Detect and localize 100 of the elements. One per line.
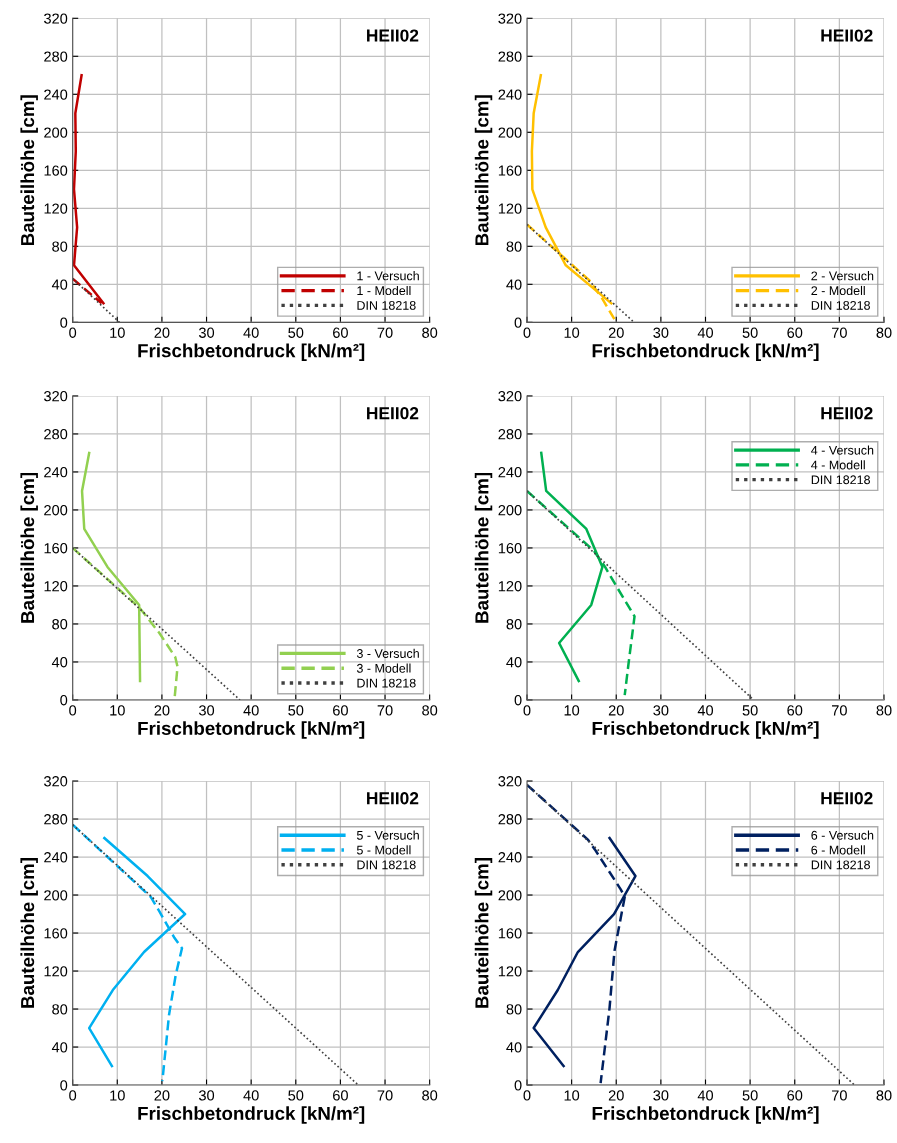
chart-title: HEII02 [821,792,873,805]
x-tick-label: 60 [787,327,803,338]
y-tick-label: 280 [498,429,522,440]
y-tick-label: 240 [44,852,68,863]
x-tick-label: 20 [608,327,624,338]
y-tick-label: 320 [44,776,68,787]
x-tick-label: 80 [422,705,438,716]
y-tick-label: 200 [44,505,68,516]
x-tick-label: 40 [243,327,259,338]
chart-title: HEII02 [367,792,419,805]
y-tick-label: 200 [44,890,68,901]
y-axis-title: Bauteilhöhe [cm] [474,858,493,1008]
y-tick-label: 80 [52,1004,68,1015]
y-tick-label: 320 [44,13,68,24]
x-tick-label: 70 [377,705,393,716]
y-tick-label: 0 [60,317,68,328]
x-tick-label: 50 [742,1090,758,1101]
y-axis-title: Bauteilhöhe [cm] [20,472,38,623]
y-axis-title: Bauteilhöhe [cm] [474,95,493,246]
y-tick-label: 280 [44,429,68,440]
y-tick-label: 40 [51,1042,68,1053]
legend-label: 6 - Versuch [811,830,874,840]
y-tick-label: 40 [506,657,522,668]
legend-label: DIN 18218 [357,860,416,870]
y-tick-label: 160 [498,543,522,554]
x-axis-title: Frischbetondruck [kN/m²] [592,1106,819,1124]
x-tick-label: 20 [154,705,170,716]
legend-label: 5 - Versuch [356,830,419,840]
y-tick-label: 240 [498,467,522,478]
x-tick-label: 0 [69,705,77,716]
y-tick-label: 160 [44,928,68,939]
x-tick-label: 10 [110,705,125,716]
x-tick-label: 50 [288,705,304,716]
y-tick-label: 80 [52,241,68,252]
y-tick-label: 40 [506,1042,522,1053]
x-tick-label: 30 [198,1090,215,1101]
x-tick-label: 30 [653,1090,669,1101]
x-tick-label: 60 [333,705,348,716]
y-tick-label: 240 [498,852,522,863]
y-tick-label: 120 [44,203,68,214]
x-tick-label: 10 [110,1090,125,1101]
chart-title: HEII02 [367,29,419,42]
y-tick-label: 120 [44,581,68,592]
x-tick-label: 0 [523,705,531,716]
y-tick-label: 320 [498,776,522,787]
x-tick-label: 50 [288,327,304,338]
x-tick-label: 50 [742,327,758,338]
y-tick-label: 200 [44,127,68,138]
x-tick-label: 60 [787,1090,803,1101]
y-tick-label: 240 [44,89,68,100]
chart-title: HEII02 [821,29,873,42]
y-tick-label: 120 [498,966,522,977]
legend-label: 4 - Versuch [811,445,874,455]
x-tick-label: 80 [876,705,892,716]
y-tick-label: 280 [498,51,522,62]
x-tick-label: 0 [69,1090,77,1101]
x-tick-label: 60 [333,1090,348,1101]
y-tick-label: 120 [44,966,68,977]
y-tick-label: 0 [60,695,68,706]
x-tick-label: 30 [198,705,215,716]
x-tick-label: 0 [523,1090,531,1101]
x-tick-label: 40 [243,1090,259,1101]
y-tick-label: 240 [44,467,68,478]
legend-label: 1 - Modell [357,285,411,296]
y-tick-label: 0 [514,695,522,706]
y-tick-label: 280 [44,814,68,825]
y-tick-label: 160 [498,928,522,939]
x-tick-label: 80 [876,1090,892,1101]
x-tick-label: 40 [243,705,259,716]
y-tick-label: 160 [44,543,68,554]
x-tick-label: 70 [832,705,847,716]
x-tick-label: 70 [832,1090,847,1101]
x-axis-title: Frischbetondruck [kN/m²] [138,1106,365,1124]
x-tick-label: 50 [288,1090,304,1101]
x-tick-label: 10 [564,327,580,338]
x-tick-label: 60 [787,705,803,716]
legend-label: 2 - Versuch [811,271,874,281]
line-series [72,823,184,1083]
x-tick-label: 40 [697,327,714,338]
y-tick-label: 240 [498,89,522,100]
legend-label: DIN 18218 [357,678,416,688]
x-tick-label: 30 [653,327,669,338]
x-tick-label: 10 [564,705,580,716]
y-tick-label: 0 [514,1080,522,1091]
y-tick-label: 200 [498,505,522,516]
y-tick-label: 160 [498,165,522,176]
x-tick-label: 80 [422,327,438,338]
y-tick-label: 320 [498,13,522,24]
y-tick-label: 120 [498,203,522,214]
x-tick-label: 60 [333,327,348,338]
y-tick-label: 200 [498,890,522,901]
x-axis-title: Frischbetondruck [kN/m²] [592,721,819,739]
x-tick-label: 80 [876,327,892,338]
legend-label: 6 - Modell [811,845,865,855]
y-tick-label: 280 [44,51,68,62]
y-tick-label: 80 [506,241,522,252]
legend-label: DIN 18218 [357,301,416,310]
x-axis-title: Frischbetondruck [kN/m²] [138,721,365,739]
y-tick-label: 40 [51,279,68,290]
x-tick-label: 0 [523,327,531,338]
